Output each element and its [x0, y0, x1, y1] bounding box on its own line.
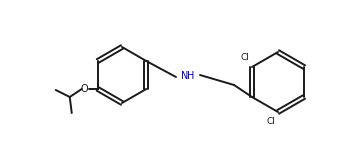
- Text: Cl: Cl: [240, 53, 249, 62]
- Text: H: H: [187, 71, 195, 81]
- Text: Cl: Cl: [266, 117, 275, 126]
- Text: N: N: [181, 71, 189, 81]
- Text: O: O: [81, 84, 89, 94]
